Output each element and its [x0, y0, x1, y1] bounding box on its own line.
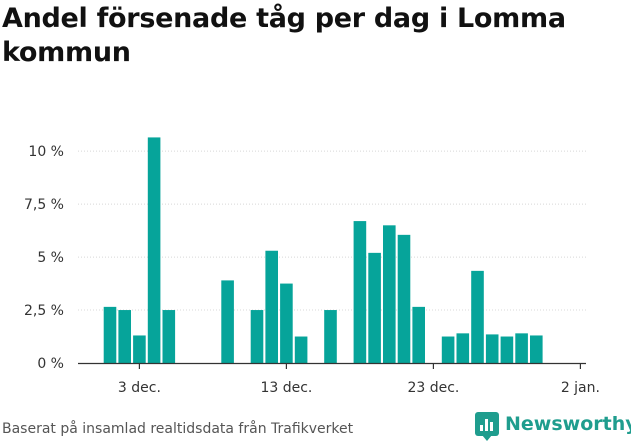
- bar: [221, 280, 234, 363]
- bars: [103, 137, 543, 363]
- bar: [383, 225, 396, 363]
- bar: [456, 333, 470, 363]
- x-tick-label: 2 jan.: [561, 380, 600, 396]
- bar: [500, 336, 514, 363]
- bar: [280, 283, 293, 363]
- bar: [471, 270, 484, 363]
- bar: [515, 333, 528, 363]
- y-tick-label: 7,5 %: [24, 197, 64, 213]
- bar: [485, 334, 499, 363]
- x-tick-label: 23 dec.: [407, 380, 459, 396]
- bar: [162, 310, 176, 363]
- bar: [118, 310, 131, 363]
- bar: [530, 335, 543, 363]
- y-tick-label: 10 %: [28, 144, 64, 160]
- bar: [265, 250, 278, 363]
- bar: [441, 336, 455, 363]
- newsworthy-logo-icon: [475, 412, 499, 441]
- bar: [353, 221, 367, 363]
- y-tick-label: 2,5 %: [24, 303, 64, 319]
- bar: [133, 335, 146, 363]
- x-tick-label: 3 dec.: [118, 380, 161, 396]
- bar: [397, 234, 411, 363]
- chart-title: Andel försenade tåg per dag i Lomma komm…: [2, 3, 566, 68]
- bar: [324, 310, 337, 363]
- bar: [412, 306, 425, 363]
- bar: [294, 336, 308, 363]
- x-axis: 3 dec. 13 dec. 23 dec. 2 jan.: [78, 362, 600, 396]
- y-axis-ticks: 0 % 2,5 % 5 % 7,5 % 10 %: [24, 144, 64, 372]
- brand-logo[interactable]: Newsworthy: [475, 410, 631, 441]
- bar: [147, 137, 161, 363]
- y-tick-label: 0 %: [37, 356, 64, 372]
- source-note: Baserat på insamlad realtidsdata från Tr…: [2, 421, 354, 437]
- x-tick-label: 13 dec.: [260, 380, 312, 396]
- bar: [368, 252, 381, 363]
- bar: [103, 306, 117, 363]
- bar: [250, 310, 264, 363]
- y-tick-label: 5 %: [37, 250, 64, 266]
- brand-name: Newsworthy: [505, 413, 631, 435]
